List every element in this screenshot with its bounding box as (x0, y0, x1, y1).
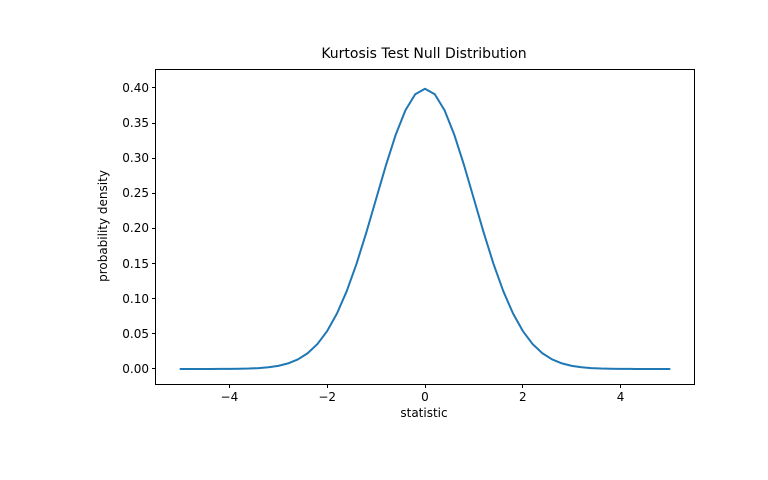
y-tick-mark (152, 157, 156, 159)
x-tick-label: 0 (421, 390, 429, 404)
x-tick-mark (424, 384, 426, 388)
y-tick-label: 0.25 (122, 186, 149, 201)
y-tick-label: 0.05 (122, 326, 149, 341)
plot-canvas (179, 87, 671, 370)
pdf-curve (179, 87, 671, 370)
plot-area: −4 −2 0 2 4 0.00 0.05 0.10 0.15 0.20 0.25 0.30 0.35 0… (122, 69, 695, 404)
y-tick-label: 0.00 (122, 361, 149, 376)
x-tick-mark (522, 384, 524, 388)
y-tick-mark (152, 227, 156, 229)
chart-title: Kurtosis Test Null Distribution (321, 46, 527, 62)
y-tick-mark (152, 263, 156, 265)
x-tick-mark (228, 384, 230, 388)
x-tick-label: 4 (616, 390, 625, 404)
y-tick-mark (152, 333, 156, 335)
x-tick-label: −4 (220, 390, 239, 404)
y-tick-label: 0.15 (122, 256, 149, 271)
x-tick-label: 2 (518, 390, 527, 404)
y-tick-mark (152, 192, 156, 194)
y-tick-mark (152, 298, 156, 300)
y-tick-label: 0.10 (122, 291, 149, 306)
y-tick-label: 0.20 (122, 221, 149, 236)
y-tick-label: 0.40 (122, 80, 149, 95)
x-tick-mark (620, 384, 622, 388)
y-tick-mark (152, 87, 156, 89)
y-tick-label: 0.30 (122, 151, 149, 166)
x-tick-label: −2 (318, 390, 337, 404)
x-axis-label: statistic (400, 406, 448, 420)
y-axis-label: probability density (96, 170, 110, 282)
y-tick-label: 0.35 (122, 116, 149, 131)
y-tick-mark (152, 368, 156, 370)
x-tick-mark (326, 384, 328, 388)
y-tick-mark (152, 122, 156, 124)
